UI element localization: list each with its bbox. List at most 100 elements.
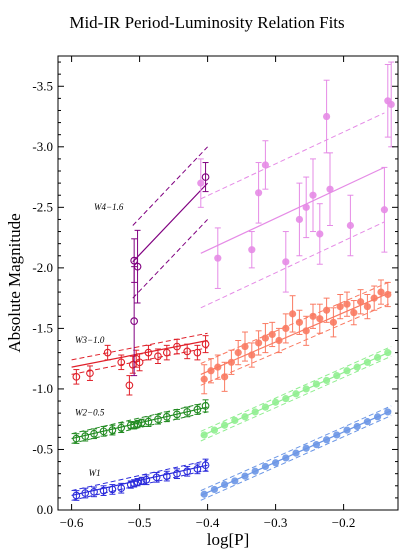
data-point [241,413,248,420]
x-axis-label: log[P] [207,530,250,549]
data-point [381,206,388,213]
data-point [214,255,221,262]
data-point [201,376,208,383]
fit-band-line [201,113,385,199]
data-point [255,339,262,346]
y-tick-label: -3.5 [32,78,53,93]
band-annotation: W4−1.6 [94,202,124,212]
band-annotation: W1 [89,468,101,478]
data-point [326,186,333,193]
data-point [296,319,303,326]
data-point [384,408,391,415]
y-axis-label: Absolute Magnitude [5,213,24,352]
data-point [343,367,350,374]
data-point [309,313,316,320]
data-point [262,463,269,470]
series-group [72,459,209,500]
data-point [262,403,269,410]
data-point [255,189,262,196]
x-tick-label: −0.3 [264,515,288,530]
y-tick-label: -1.0 [32,381,53,396]
data-point [303,445,310,452]
data-point [275,337,282,344]
fit-band-line [201,416,391,501]
data-point [330,319,337,326]
data-point [313,441,320,448]
data-point [211,426,218,433]
data-point [231,477,238,484]
data-point [303,204,310,211]
data-point [269,331,276,338]
plot-area: W4−1.6W3−1.0W2−0.5W1 [72,62,395,500]
data-point [252,408,259,415]
y-tick-label: -3.0 [32,139,53,154]
plot-frame [58,56,398,510]
data-point [323,307,330,314]
fit-band-line [201,406,391,491]
axis-ticks: −0.6 −0.5 −0.4 −0.3 −0.20.0-0.5-1.0-1.5-2.0-… [32,56,398,530]
data-point [364,303,371,310]
data-point [388,101,395,108]
data-point [221,373,228,380]
y-tick-label: 0.0 [37,502,53,517]
data-point [343,426,350,433]
data-point [303,327,310,334]
series-group [131,147,209,376]
data-point [323,113,330,120]
data-point [364,359,371,366]
series-group [197,62,395,308]
data-point [364,418,371,425]
data-point [309,192,316,199]
data-point [292,449,299,456]
data-point [343,301,350,308]
x-tick-label: −0.4 [196,515,220,530]
data-point [252,468,259,475]
data-point [282,325,289,332]
data-point [374,413,381,420]
data-point [384,349,391,356]
data-point [282,258,289,265]
data-point [374,354,381,361]
data-point [371,295,378,302]
data-point [333,431,340,438]
data-point [221,481,228,488]
data-point [316,315,323,322]
fit-band-line [201,303,391,385]
data-point [228,359,235,366]
fit-band-line [133,219,208,298]
data-point [323,377,330,384]
y-tick-label: -0.5 [32,441,53,456]
series-group [201,406,392,500]
data-point [262,334,269,341]
x-tick-label: −0.6 [60,515,84,530]
data-point [231,417,238,424]
data-point [316,230,323,237]
data-point [337,303,344,310]
data-point [248,246,255,253]
data-point [235,349,242,356]
data-point [221,422,228,429]
data-point [201,431,208,438]
data-point [384,291,391,298]
data-point [241,473,248,480]
data-point [377,288,384,295]
x-tick-label: −0.2 [332,515,356,530]
data-point [241,343,248,350]
data-point [282,454,289,461]
band-annotation: W2−0.5 [75,408,105,418]
fit-band-line [201,222,385,308]
data-point [354,423,361,430]
fit-band-line [133,147,208,226]
data-point [296,216,303,223]
x-tick-label: −0.5 [128,515,152,530]
data-point [292,390,299,397]
series-group [72,400,209,444]
data-point [303,385,310,392]
y-tick-label: -1.5 [32,320,53,335]
data-point [323,436,330,443]
data-point [201,491,208,498]
data-point [272,459,279,466]
y-tick-label: -2.5 [32,199,53,214]
data-point [333,372,340,379]
